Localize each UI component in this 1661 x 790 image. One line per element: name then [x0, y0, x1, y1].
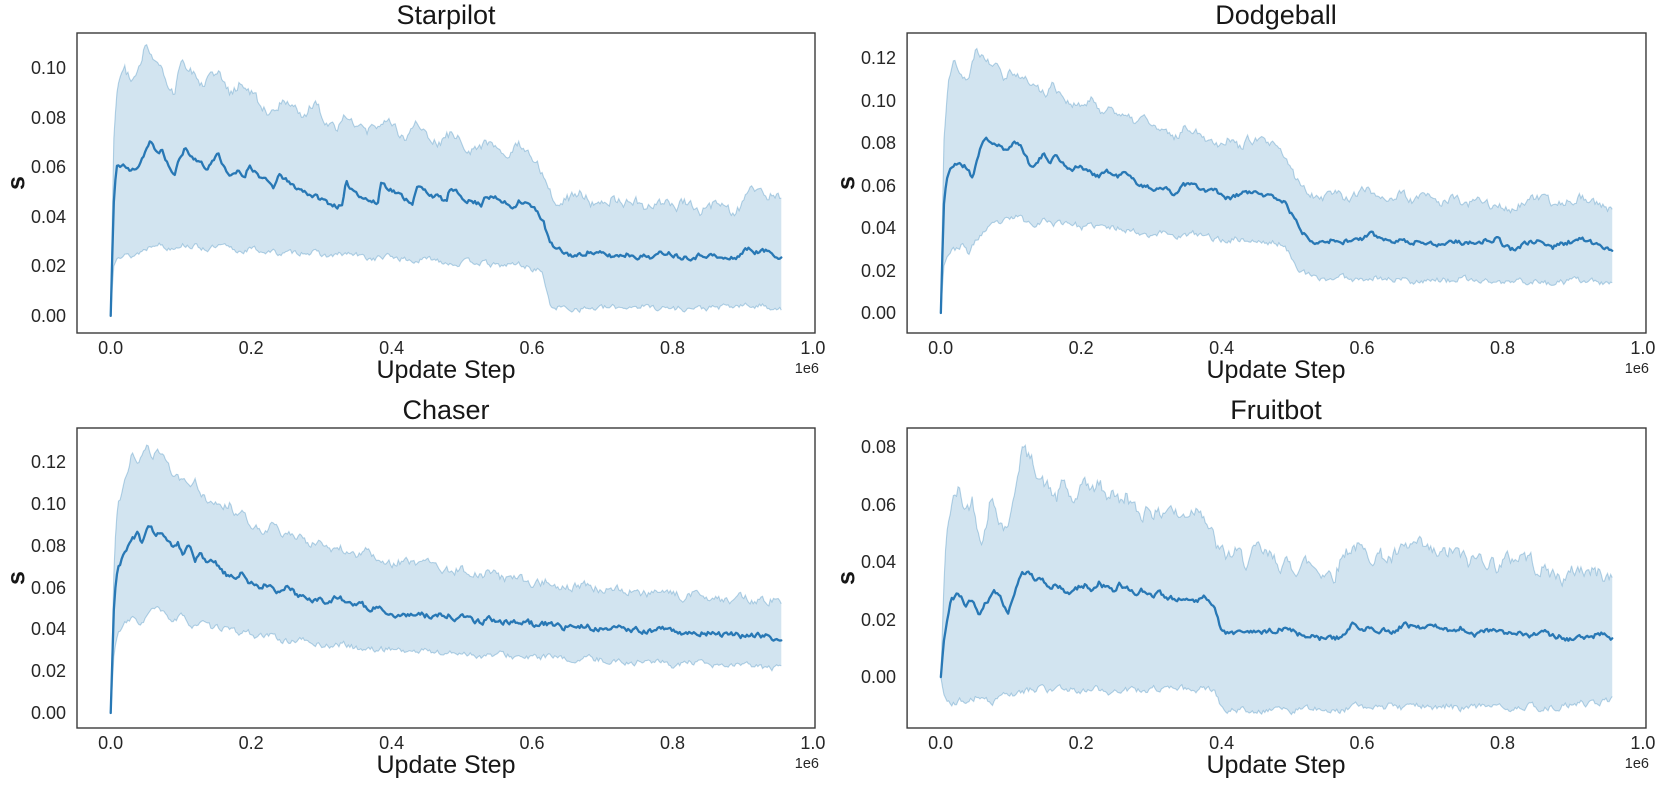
x-axis-label: Update Step — [1206, 751, 1346, 779]
x-tick-label: 1.0 — [800, 338, 826, 358]
y-tick-label: 0.06 — [860, 494, 896, 515]
y-tick-label: 0.04 — [30, 619, 66, 640]
x-axis-offset-label: 1e6 — [1624, 361, 1649, 377]
mean-line — [109, 525, 783, 715]
x-axis-label: Update Step — [376, 356, 516, 384]
y-tick-label: 0.10 — [860, 90, 896, 111]
series-group — [109, 43, 783, 318]
axes-spines — [906, 32, 1647, 334]
x-tick-label: 0.6 — [519, 733, 545, 753]
x-tick-label: 0.2 — [1068, 338, 1094, 358]
y-tick-label: 0.02 — [30, 661, 66, 682]
chart-title: Dodgeball — [1215, 0, 1337, 30]
x-tick-label: 0.8 — [1489, 338, 1516, 358]
confidence-band — [940, 445, 1613, 715]
x-tick-label: 1.0 — [1630, 338, 1656, 358]
x-tick-label: 0.4 — [1209, 338, 1235, 358]
y-tick-label: 0.08 — [30, 535, 66, 556]
y-tick-label: 0.06 — [30, 577, 66, 598]
y-tick-label: 0.08 — [860, 437, 896, 457]
y-tick-label: 0.06 — [860, 175, 896, 196]
axes-spines — [906, 427, 1647, 729]
confidence-band — [940, 48, 1613, 314]
x-tick-label: 0.6 — [519, 338, 545, 358]
subplot-fruitbot: Fruitbot s 0.0 0.2 0.4 0.6 0.8 1.0 0.00 0.02 0.0… — [830, 395, 1661, 790]
y-tick-label: 0.02 — [30, 256, 66, 277]
x-tick-label: 0.2 — [1068, 733, 1094, 753]
x-tick-label: 1.0 — [800, 733, 826, 753]
x-axis-label: Update Step — [376, 751, 516, 779]
chart-title: Starpilot — [396, 0, 496, 30]
band-upper-edge — [940, 444, 1613, 678]
band-upper-edge — [110, 444, 782, 713]
band-lower-edge — [940, 677, 1613, 716]
y-tick-label: 0.00 — [860, 667, 896, 688]
y-tick-label: 0.10 — [30, 58, 66, 78]
subplot-dodgeball: Dodgeball s 0.0 0.2 0.4 0.6 0.8 1.0 0.00 0.02 0.… — [830, 0, 1661, 395]
band-upper-edge — [110, 43, 782, 316]
chart-title: Chaser — [402, 395, 490, 425]
series-group — [939, 47, 1614, 315]
chart-title: Fruitbot — [1230, 395, 1322, 425]
plot-area — [76, 32, 816, 334]
y-tick-label: 0.08 — [860, 133, 896, 154]
x-axis-label: Update Step — [1206, 356, 1346, 384]
y-tick-label: 0.10 — [30, 493, 66, 514]
band-lower-edge — [110, 242, 782, 316]
x-tick-label: 0.4 — [379, 338, 405, 358]
band-lower-edge — [940, 214, 1613, 314]
band-lower-edge — [110, 605, 782, 713]
x-axis-offset-label: 1e6 — [794, 361, 819, 377]
x-tick-label: 0.6 — [1349, 733, 1375, 753]
mean-line — [109, 140, 783, 318]
x-tick-label: 0.0 — [98, 338, 124, 358]
y-tick-label: 0.04 — [860, 218, 896, 238]
x-tick-label: 0.2 — [238, 338, 264, 358]
x-tick-label: 0.8 — [659, 338, 686, 358]
y-tick-label: 0.02 — [860, 260, 896, 281]
x-tick-label: 0.0 — [98, 733, 124, 753]
x-tick-label: 0.4 — [379, 733, 405, 753]
y-tick-label: 0.12 — [30, 452, 66, 473]
plot-area — [906, 32, 1647, 334]
x-tick-label: 1.0 — [1630, 733, 1656, 753]
plot-area — [906, 427, 1647, 729]
y-tick-label: 0.00 — [30, 702, 66, 723]
x-tick-label: 0.6 — [1349, 338, 1375, 358]
y-tick-label: 0.08 — [30, 107, 66, 128]
series-group — [939, 444, 1614, 716]
y-tick-label: 0.06 — [30, 157, 66, 178]
subplot-starpilot: Starpilot s 0.0 0.2 0.4 0.6 0.8 1.0 0.00 0.02 0.… — [0, 0, 830, 395]
x-tick-label: 0.0 — [928, 733, 954, 753]
x-tick-label: 0.8 — [659, 733, 686, 753]
mean-line — [939, 136, 1614, 315]
x-tick-label: 0.4 — [1209, 733, 1235, 753]
x-tick-label: 0.0 — [928, 338, 954, 358]
axes-spines — [76, 32, 816, 334]
confidence-band — [110, 445, 782, 713]
x-tick-label: 0.8 — [1489, 733, 1516, 753]
mean-line — [939, 570, 1614, 679]
confidence-band — [110, 44, 782, 316]
subplot-chaser: Chaser s 0.0 0.2 0.4 0.6 0.8 1.0 0.00 0.02 0.04 0… — [0, 395, 830, 790]
y-tick-label: 0.00 — [30, 305, 66, 326]
axes-spines — [76, 427, 816, 729]
series-group — [109, 444, 783, 715]
y-tick-label: 0.04 — [30, 206, 66, 227]
x-tick-label: 0.2 — [238, 733, 264, 753]
y-tick-label: 0.12 — [860, 48, 896, 69]
plot-area — [76, 427, 816, 729]
y-tick-label: 0.00 — [860, 303, 896, 323]
y-tick-label: 0.02 — [860, 609, 896, 630]
x-axis-offset-label: 1e6 — [794, 756, 819, 772]
x-axis-offset-label: 1e6 — [1624, 756, 1649, 772]
y-tick-label: 0.04 — [860, 552, 896, 572]
band-upper-edge — [940, 47, 1613, 314]
